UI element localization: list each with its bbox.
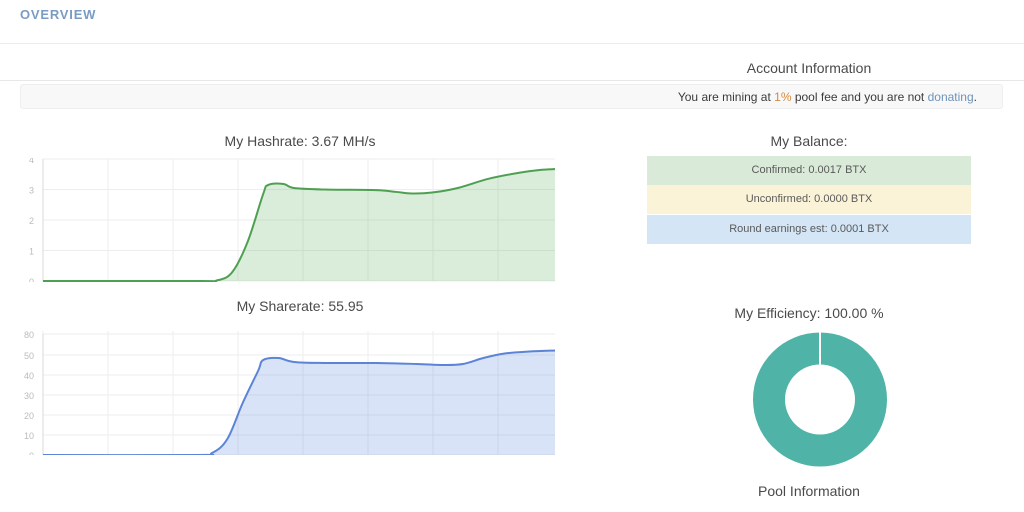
- svg-text:1: 1: [29, 247, 34, 257]
- svg-text:3: 3: [29, 186, 34, 196]
- svg-text:0: 0: [29, 277, 34, 282]
- svg-text:4: 4: [29, 158, 34, 165]
- svg-text:50: 50: [24, 351, 34, 361]
- svg-text:20: 20: [24, 411, 34, 421]
- svg-text:10: 10: [24, 431, 34, 441]
- svg-text:0: 0: [29, 451, 34, 455]
- svg-text:40: 40: [24, 371, 34, 381]
- svg-text:30: 30: [24, 391, 34, 401]
- svg-text:2: 2: [29, 216, 34, 226]
- svg-text:80: 80: [24, 330, 34, 340]
